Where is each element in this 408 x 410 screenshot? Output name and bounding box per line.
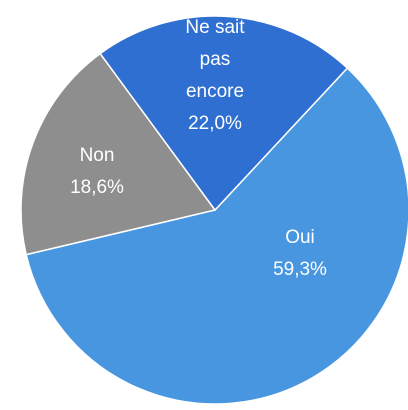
value-label: 22,0% (188, 113, 242, 134)
pie-slice (20, 52, 217, 256)
slice-label: Oui 59,3% (260, 222, 340, 286)
slice-label: Ne sait pas encore 22,0% (175, 12, 255, 140)
pie-slice (99, 15, 349, 212)
value-label: 18,6% (70, 177, 124, 198)
category-label: Oui (285, 227, 315, 248)
slice-label: Non 18,6% (57, 140, 137, 204)
value-label: 59,3% (273, 259, 327, 280)
category-label: Non (79, 145, 115, 166)
category-label: Ne sait pas encore (185, 17, 245, 102)
pie-slice (25, 67, 408, 405)
